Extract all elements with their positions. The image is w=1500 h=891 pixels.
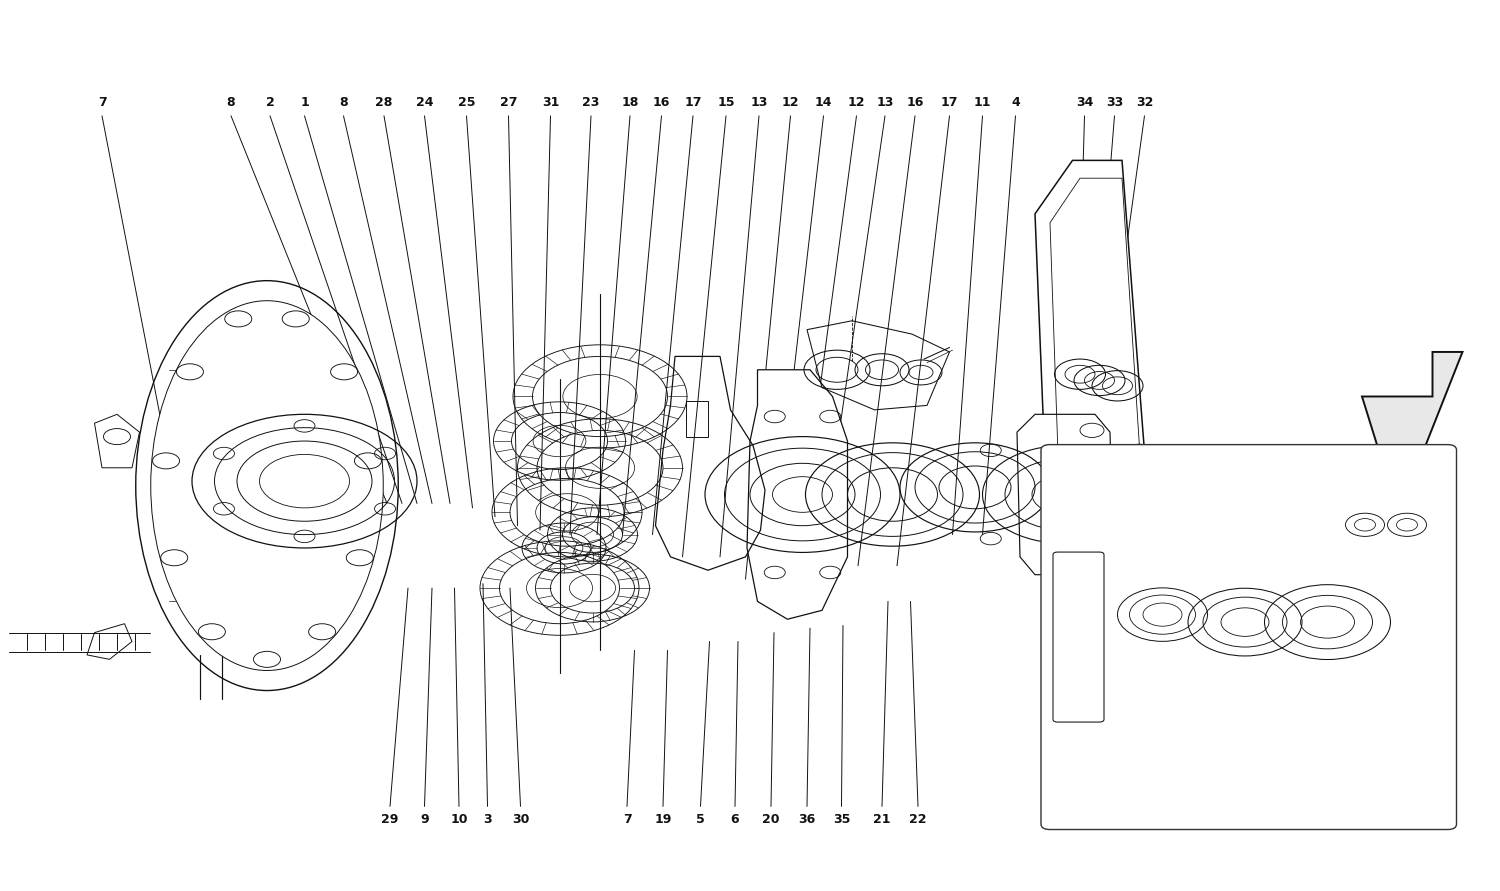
Text: 24: 24 bbox=[416, 95, 434, 109]
Text: 22: 22 bbox=[909, 813, 927, 827]
Text: 20: 20 bbox=[762, 813, 780, 827]
Text: 35: 35 bbox=[833, 813, 850, 827]
Text: 6: 6 bbox=[730, 813, 740, 827]
Text: 29: 29 bbox=[381, 813, 399, 827]
Text: 3: 3 bbox=[483, 813, 492, 827]
Text: 15: 15 bbox=[717, 95, 735, 109]
Text: 19: 19 bbox=[654, 813, 672, 827]
Text: 27: 27 bbox=[500, 95, 517, 109]
Text: 23: 23 bbox=[582, 95, 600, 109]
Text: 16: 16 bbox=[652, 95, 670, 109]
Text: 20: 20 bbox=[1203, 767, 1221, 780]
Text: 17: 17 bbox=[684, 95, 702, 109]
Polygon shape bbox=[1017, 414, 1113, 575]
Text: 32: 32 bbox=[1136, 95, 1154, 109]
Text: 8: 8 bbox=[226, 95, 236, 109]
Text: 16: 16 bbox=[906, 95, 924, 109]
Text: 13: 13 bbox=[876, 95, 894, 109]
Text: 21: 21 bbox=[1389, 571, 1407, 584]
Text: 14: 14 bbox=[815, 95, 833, 109]
Text: 8: 8 bbox=[339, 95, 348, 109]
Text: 22: 22 bbox=[1389, 500, 1407, 512]
Text: 33: 33 bbox=[1106, 95, 1124, 109]
Text: 6: 6 bbox=[1138, 767, 1148, 780]
Text: 4: 4 bbox=[1011, 95, 1020, 109]
Text: Old 1st type solution: Old 1st type solution bbox=[1179, 781, 1318, 793]
Text: 25: 25 bbox=[458, 95, 476, 109]
Text: Soluz. 1° tipo superata: Soluz. 1° tipo superata bbox=[1173, 742, 1324, 755]
Text: 7: 7 bbox=[98, 95, 106, 109]
Text: 12: 12 bbox=[782, 95, 800, 109]
FancyBboxPatch shape bbox=[1041, 445, 1456, 830]
Text: 5: 5 bbox=[696, 813, 705, 827]
Text: 26: 26 bbox=[1270, 767, 1288, 780]
Text: 21: 21 bbox=[873, 813, 891, 827]
Text: 7: 7 bbox=[622, 813, 632, 827]
Text: 36: 36 bbox=[798, 813, 816, 827]
Text: 9: 9 bbox=[420, 813, 429, 827]
Text: 28: 28 bbox=[375, 95, 393, 109]
Text: 18: 18 bbox=[621, 95, 639, 109]
Polygon shape bbox=[1035, 160, 1155, 588]
Text: 12: 12 bbox=[847, 95, 865, 109]
Polygon shape bbox=[747, 370, 847, 619]
Text: 10: 10 bbox=[450, 813, 468, 827]
Text: 30: 30 bbox=[512, 813, 530, 827]
Text: 31: 31 bbox=[542, 95, 560, 109]
Ellipse shape bbox=[150, 301, 384, 670]
Text: 17: 17 bbox=[940, 95, 958, 109]
Text: 13: 13 bbox=[750, 95, 768, 109]
Text: 5: 5 bbox=[1090, 767, 1100, 780]
Text: 1: 1 bbox=[300, 95, 309, 109]
Text: 2: 2 bbox=[266, 95, 274, 109]
Text: 34: 34 bbox=[1076, 95, 1094, 109]
Polygon shape bbox=[1362, 352, 1462, 454]
Text: 11: 11 bbox=[974, 95, 992, 109]
